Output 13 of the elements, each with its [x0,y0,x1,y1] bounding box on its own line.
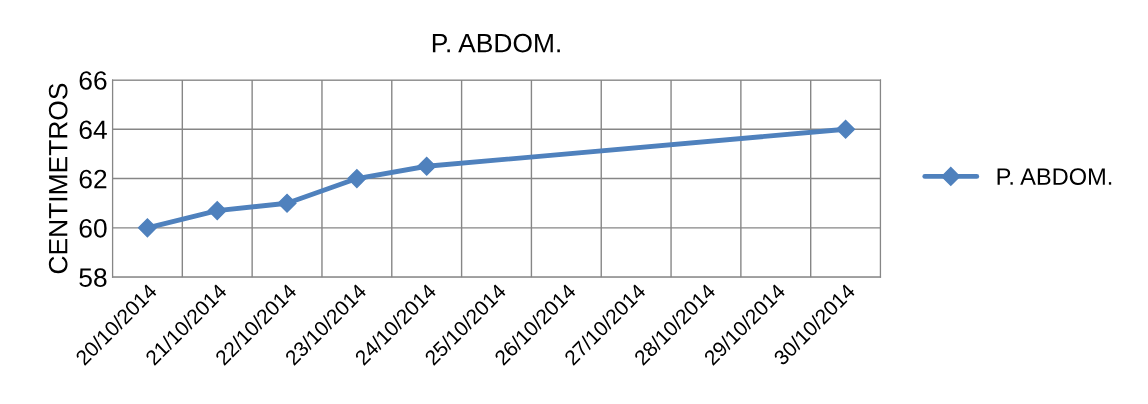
y-tick-label: 60 [79,218,107,238]
point [277,193,297,213]
y-tick-label: 64 [79,120,107,140]
y-tick-label: 62 [79,169,107,189]
y-axis-title: CENTIMETROS [48,83,68,274]
legend-label: P. ABDOM. [997,168,1112,185]
point [347,169,367,189]
point [137,218,157,238]
chart-title: P. ABDOM. [432,33,560,53]
y-tick-label: 66 [79,71,107,90]
point [417,156,437,176]
point [836,119,856,139]
point [207,201,227,221]
